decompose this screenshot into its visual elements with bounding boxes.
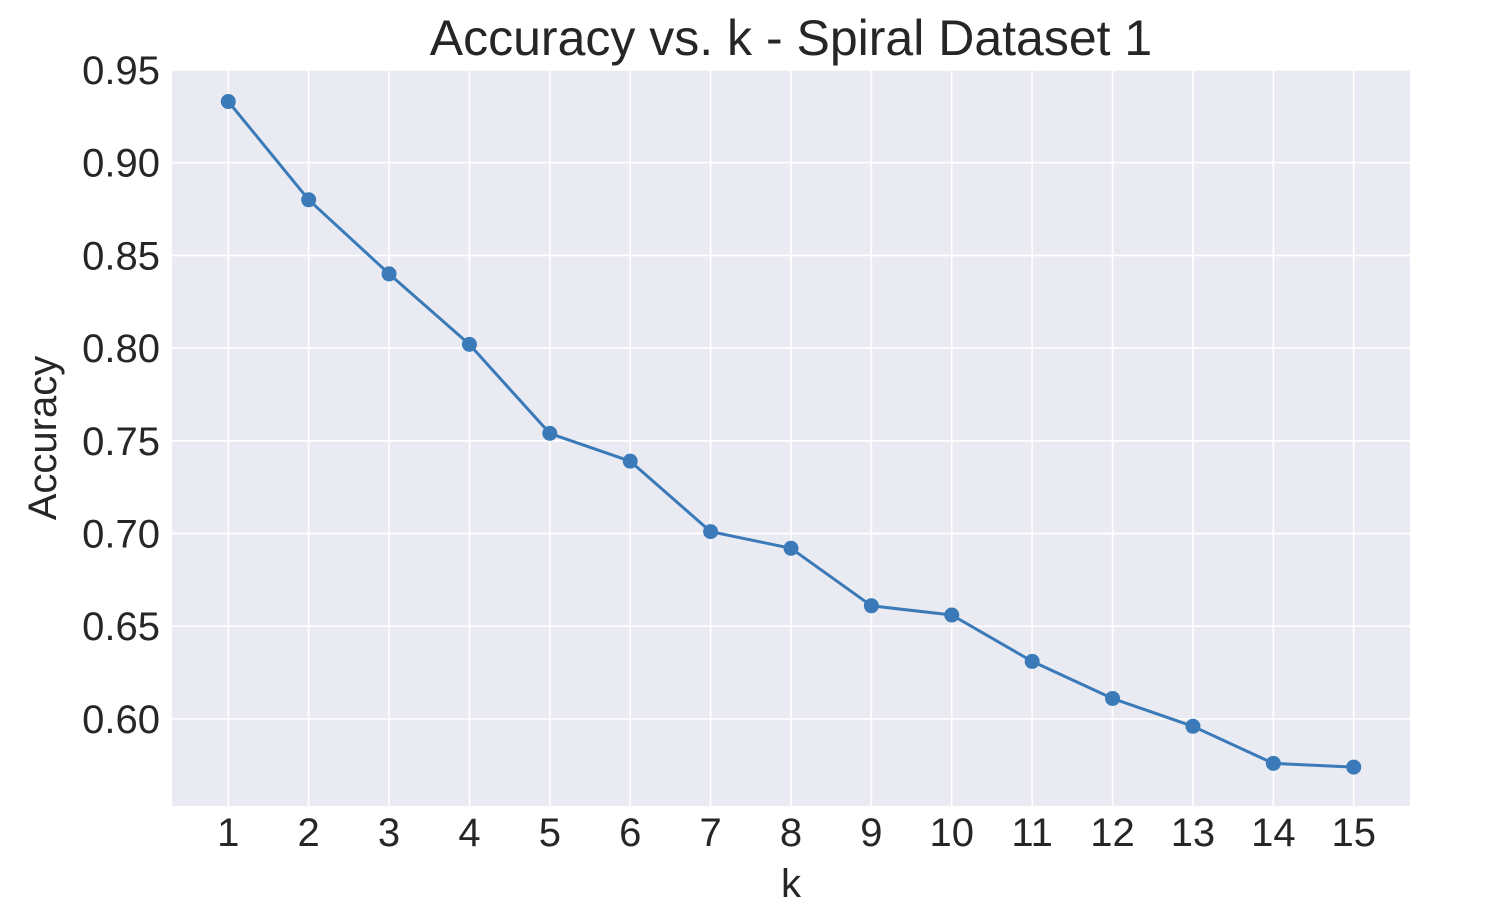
data-point bbox=[863, 598, 879, 614]
y-tick-label: 0.60 bbox=[82, 698, 160, 742]
y-tick-label: 0.65 bbox=[82, 605, 160, 649]
y-tick-label: 0.70 bbox=[82, 512, 160, 556]
data-point bbox=[1265, 755, 1281, 771]
x-tick-label: 12 bbox=[1090, 811, 1135, 855]
x-tick-label: 5 bbox=[539, 811, 561, 855]
y-axis-label: Accuracy bbox=[21, 356, 65, 521]
x-tick-label: 15 bbox=[1331, 811, 1376, 855]
data-point bbox=[381, 266, 397, 282]
series-layer bbox=[220, 94, 1362, 775]
data-point bbox=[703, 524, 719, 540]
grid-lines bbox=[172, 69, 1410, 806]
data-point bbox=[1185, 718, 1201, 734]
data-point bbox=[1024, 653, 1040, 669]
y-tick-label: 0.80 bbox=[82, 327, 160, 371]
x-tick-label: 8 bbox=[780, 811, 802, 855]
x-tick-label: 6 bbox=[619, 811, 641, 855]
y-tick-label: 0.90 bbox=[82, 142, 160, 186]
x-tick-label: 1 bbox=[217, 811, 239, 855]
data-point bbox=[944, 607, 960, 623]
data-point bbox=[301, 192, 317, 208]
data-point bbox=[783, 540, 799, 556]
data-point bbox=[622, 453, 638, 469]
x-axis-ticks: 1 2 3 4 5 6 7 8 9 10 11 12 13 14 15 bbox=[217, 811, 1376, 855]
data-point bbox=[220, 94, 236, 110]
data-point bbox=[1105, 690, 1121, 706]
y-tick-label: 0.85 bbox=[82, 234, 160, 278]
data-point bbox=[461, 336, 477, 352]
x-tick-label: 4 bbox=[458, 811, 480, 855]
y-tick-label: 0.75 bbox=[82, 420, 160, 464]
x-tick-label: 9 bbox=[860, 811, 882, 855]
x-tick-label: 7 bbox=[699, 811, 721, 855]
x-tick-label: 13 bbox=[1171, 811, 1216, 855]
y-tick-label: 0.95 bbox=[82, 49, 160, 93]
data-point bbox=[542, 425, 558, 441]
x-tick-label: 3 bbox=[378, 811, 400, 855]
data-point bbox=[1346, 759, 1362, 775]
chart-title: Accuracy vs. k - Spiral Dataset 1 bbox=[430, 10, 1152, 66]
y-axis-ticks: 0.60 0.65 0.70 0.75 0.80 0.85 0.90 0.95 bbox=[82, 49, 160, 742]
x-tick-label: 14 bbox=[1251, 811, 1296, 855]
x-tick-label: 2 bbox=[298, 811, 320, 855]
x-tick-label: 10 bbox=[930, 811, 975, 855]
x-axis-label: k bbox=[781, 862, 802, 906]
x-tick-label: 11 bbox=[1011, 811, 1053, 855]
